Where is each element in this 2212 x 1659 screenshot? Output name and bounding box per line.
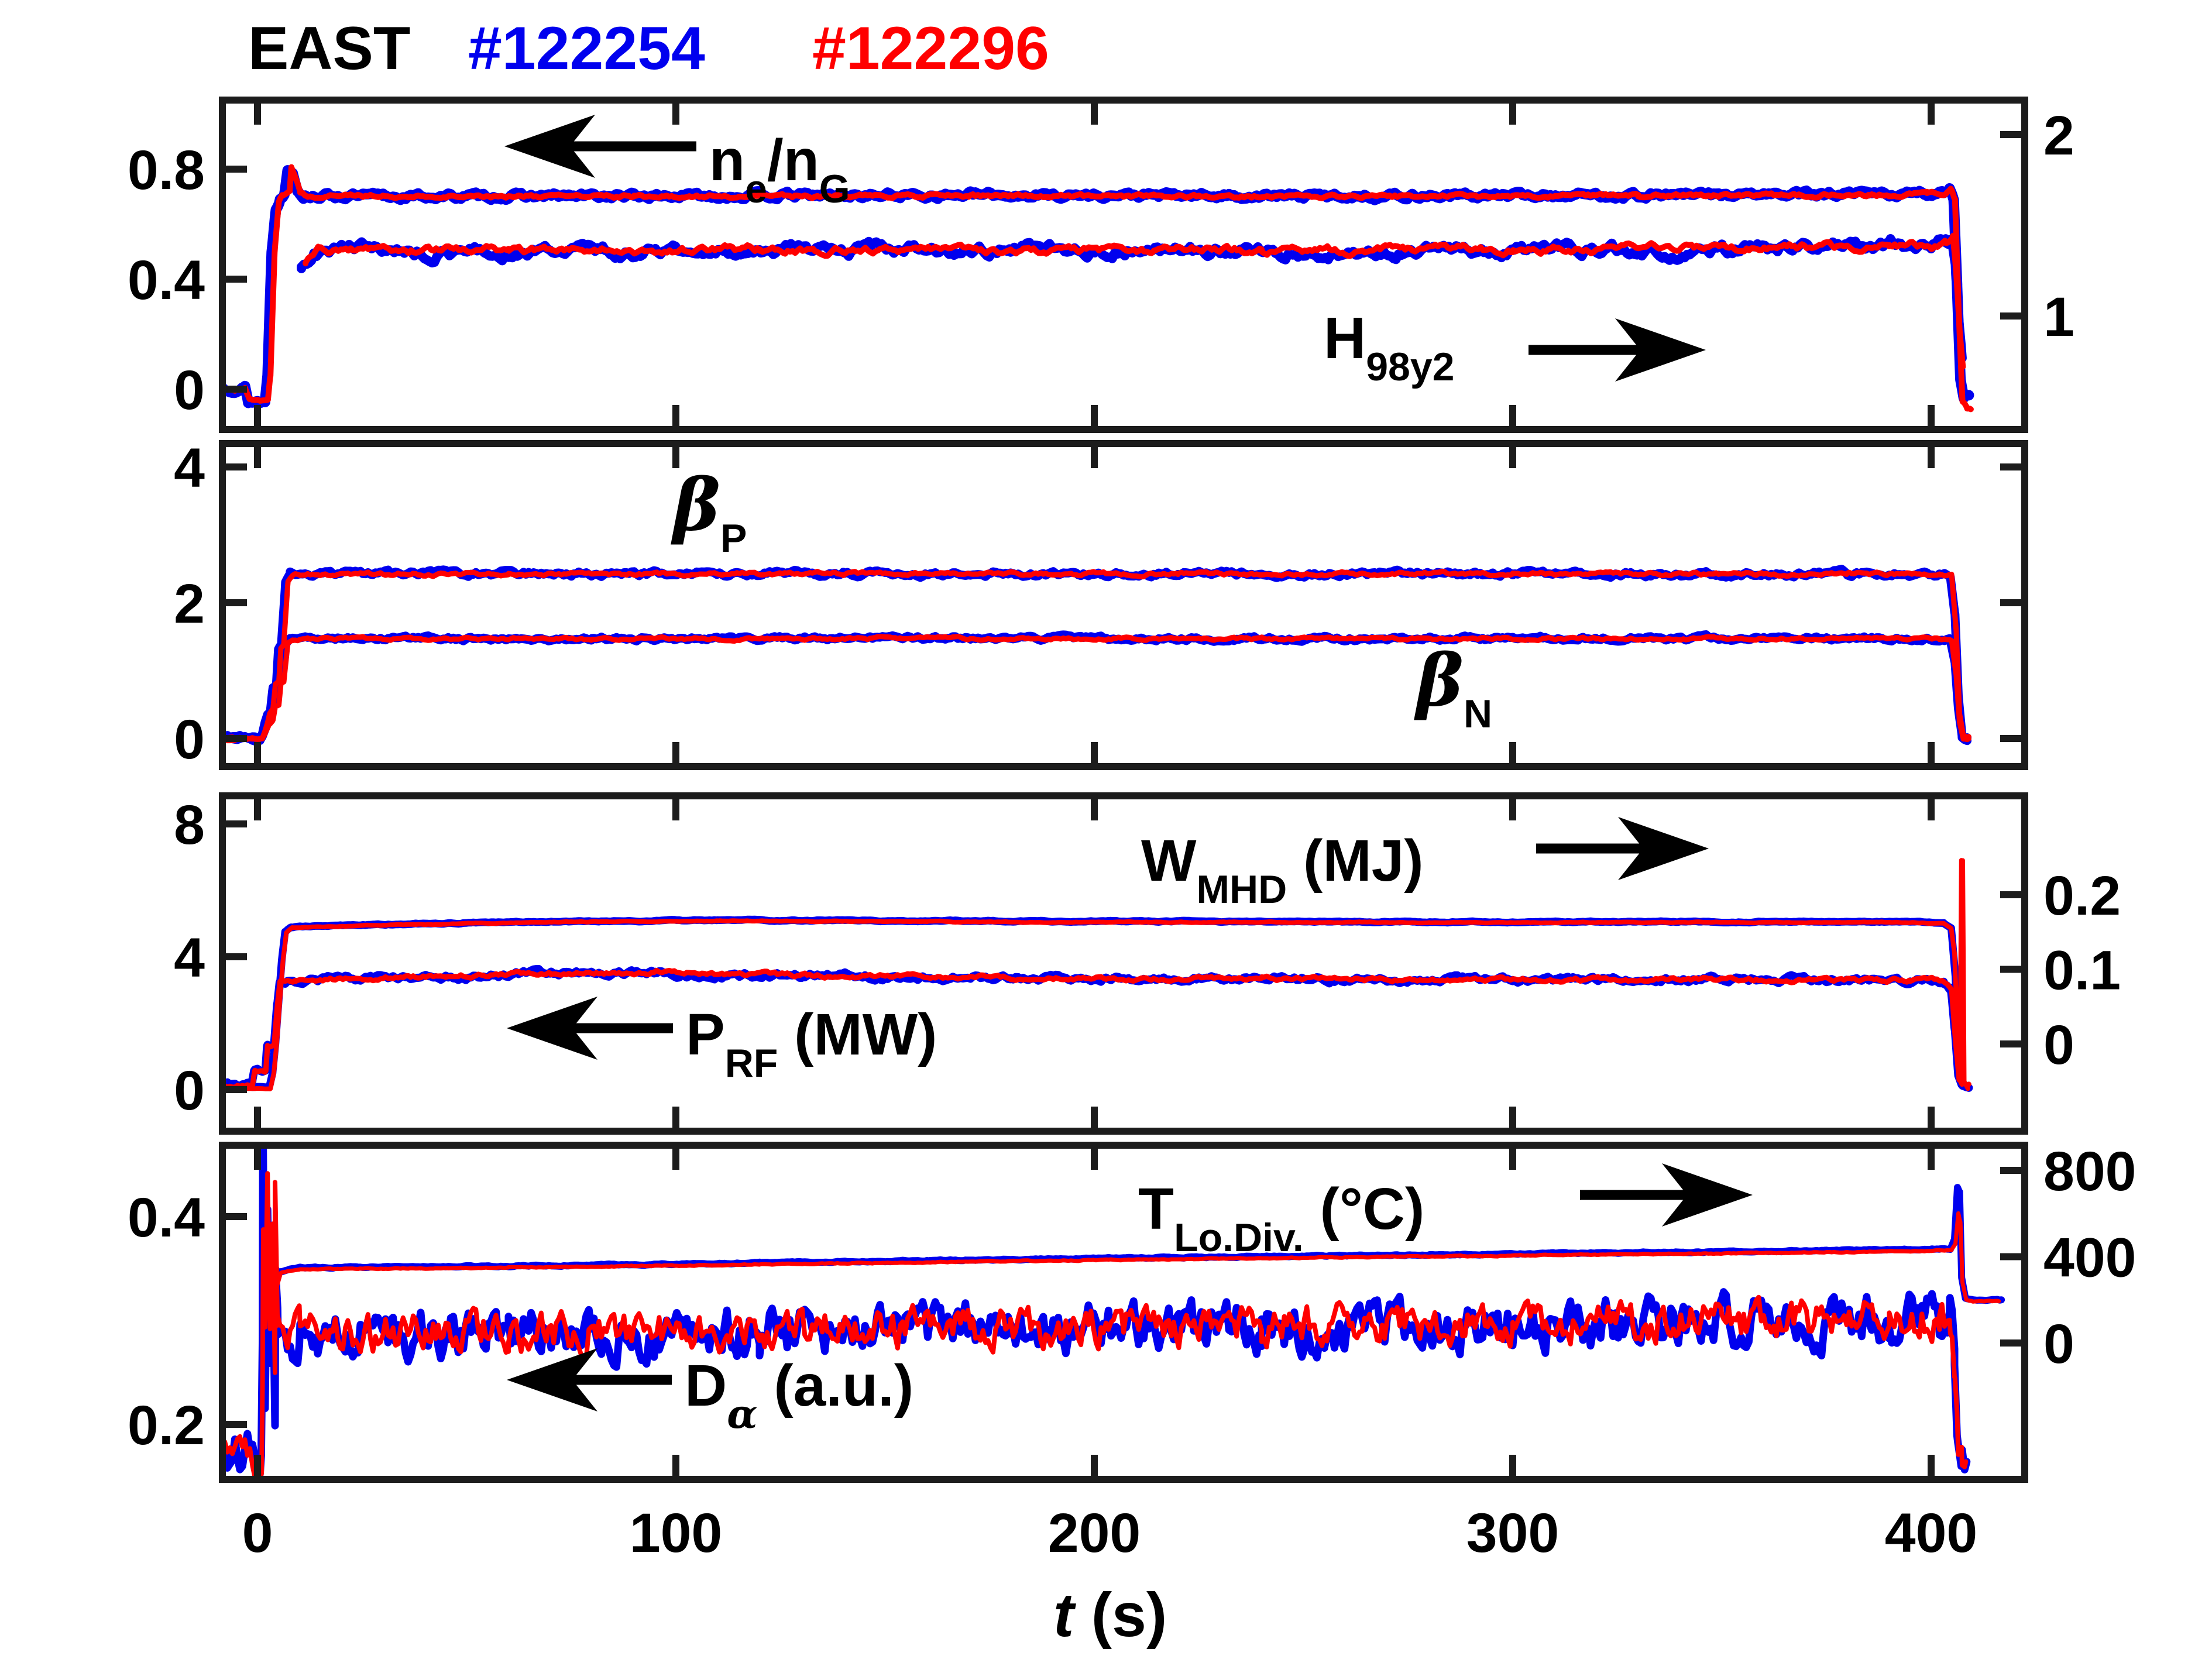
label-t-lodiv: TLo.Div. (°C): [1138, 1176, 1424, 1260]
trace-betap-#122254: [222, 565, 1971, 746]
y-tick-label-right: 0: [2043, 1313, 2074, 1375]
x-axis-title: t (s): [1053, 1581, 1167, 1650]
label-dalpha-part: D: [685, 1353, 727, 1418]
trace-prf-#122296-mw-: [222, 967, 1971, 1090]
legend-shot-blue: #122254: [468, 15, 705, 83]
y-tick-label-right: 0.1: [2043, 940, 2121, 1002]
x-tick-label: 300: [1466, 1502, 1560, 1564]
y-tick-label-left: 0: [174, 709, 205, 771]
label-h98y2-arrow-head: [1615, 318, 1706, 382]
legend-shot-red: #122296: [812, 15, 1049, 83]
label-prf-arrow-head: [507, 997, 597, 1060]
y-tick-label-left: 8: [174, 794, 205, 856]
label-h98y2-part: 98y2: [1366, 345, 1454, 389]
label-dalpha-part: α: [727, 1391, 757, 1438]
label-prf-part: RF: [725, 1041, 778, 1086]
label-prf-part: (MW): [778, 1002, 937, 1067]
trace-betan-#122254: [222, 630, 1971, 745]
y-tick-label-right: 0: [2043, 1014, 2074, 1076]
label-ne-ng-part: /n: [767, 128, 819, 193]
label-beta-p-part: β: [671, 462, 720, 547]
y-tick-label-right: 400: [2043, 1227, 2137, 1289]
label-beta-p-part: P: [720, 516, 747, 561]
label-ne-ng-part: e: [745, 167, 767, 211]
label-t-lodiv-part: T: [1138, 1176, 1174, 1242]
trace-dalpha-#122254-a-u-: [222, 1145, 1971, 1478]
y-tick-label-left: 0.4: [128, 1187, 205, 1249]
label-beta-n-part: β: [1414, 638, 1464, 722]
trace-betap-#122296: [222, 568, 1971, 744]
y-tick-label-right: 1: [2043, 286, 2074, 348]
label-t-lodiv-arrow-head: [1662, 1163, 1753, 1227]
label-ne-ng-part: n: [709, 128, 745, 193]
x-tick-label: 0: [242, 1502, 273, 1564]
trace-betan-#122296: [222, 634, 1971, 743]
trace-t-lower-divertor-#122254-degc-: [269, 1184, 2005, 1304]
label-dalpha: Dα (a.u.): [685, 1353, 913, 1438]
label-ne-ng-arrow-head: [504, 115, 595, 178]
panel-beta-border: [219, 440, 2028, 770]
panel-dalpha-divertor-temp-traces: [222, 1145, 2005, 1479]
trace-wmhd-#122296-mj-right-axis-0-16-: [222, 858, 1970, 1091]
label-dalpha-part: (a.u.): [758, 1353, 914, 1418]
panel-stored-energy-rf-power-traces: [222, 858, 1973, 1092]
trace-ne-ng-#122254: [222, 165, 1974, 408]
y-tick-label-left: 0: [174, 359, 205, 421]
label-h98y2-part: H: [1324, 305, 1366, 371]
label-wmhd-part: W: [1141, 828, 1197, 894]
label-wmhd-part: (MJ): [1287, 828, 1423, 894]
y-tick-label-left: 0: [174, 1060, 205, 1122]
trace-dalpha-#122296-a-u-: [222, 1171, 1969, 1479]
y-tick-label-right: 800: [2043, 1141, 2137, 1203]
trace-ne-ng-#122296: [222, 164, 1974, 413]
trace-wmhd-#122254-mj-right-axis-0-16-: [222, 915, 1971, 1092]
label-prf-part: P: [686, 1002, 725, 1067]
x-tick-label: 200: [1048, 1502, 1141, 1564]
trace-t-lower-divertor-#122296-degc-: [273, 1211, 2001, 1304]
x-tick-label: 100: [630, 1502, 723, 1564]
panel-beta-traces: [222, 565, 1971, 746]
y-tick-label-left: 0.2: [128, 1394, 205, 1457]
trace-h98y2-#122296: [303, 233, 1966, 370]
label-beta-n: βN: [1414, 638, 1492, 736]
y-tick-label-right: 0.2: [2043, 865, 2121, 927]
x-axis-title-part: t: [1053, 1581, 1076, 1650]
panel-density-confinement-traces: [222, 164, 1974, 413]
figure-title: EAST #122254 #122296: [0, 15, 2212, 97]
label-beta-p: βP: [671, 462, 747, 561]
device-name: EAST: [248, 15, 411, 83]
label-wmhd: WMHD (MJ): [1141, 828, 1424, 912]
trace-prf-#122254-mw-: [222, 965, 1973, 1092]
y-tick-label-left: 0.4: [128, 249, 205, 311]
label-h98y2: H98y2: [1324, 305, 1455, 389]
y-tick-label-left: 2: [174, 573, 205, 635]
panel-density-confinement-border: [219, 97, 2028, 433]
x-axis-title-part: (s): [1074, 1581, 1167, 1650]
label-prf: PRF (MW): [686, 1002, 937, 1086]
y-tick-label-left: 0.8: [128, 139, 205, 201]
label-wmhd-part: MHD: [1196, 867, 1287, 912]
x-tick-label: 400: [1885, 1502, 1978, 1564]
label-wmhd-arrow-head: [1618, 817, 1709, 880]
panel-dalpha-divertor-temp-border: [219, 1142, 2028, 1483]
label-t-lodiv-part: (°C): [1304, 1176, 1425, 1242]
y-tick-label-right: 2: [2043, 105, 2074, 167]
panel-stored-energy-rf-power-border: [219, 792, 2028, 1135]
label-ne-ng-part: G: [819, 167, 850, 211]
label-dalpha-arrow-head: [507, 1348, 597, 1411]
label-ne-ng: ne/nG: [709, 128, 850, 211]
label-t-lodiv-part: Lo.Div.: [1174, 1215, 1304, 1260]
trace-h98y2-#122254: [297, 234, 1967, 363]
y-tick-label-left: 4: [174, 927, 205, 989]
label-beta-n-part: N: [1464, 692, 1492, 736]
y-tick-label-left: 4: [174, 437, 205, 499]
